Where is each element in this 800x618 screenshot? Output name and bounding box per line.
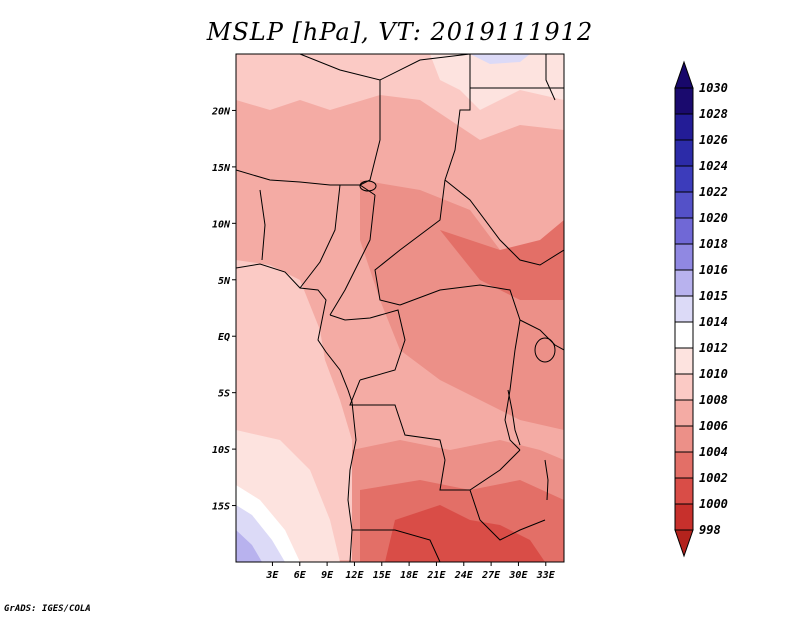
- colorbar-label: 1030: [699, 81, 728, 95]
- colorbar-label: 1004: [699, 445, 728, 459]
- border-zimbabwe: [469, 489, 546, 541]
- colorbar-label: 1016: [699, 263, 728, 277]
- colorbar-segment: [674, 373, 694, 401]
- coastline-west: [236, 263, 357, 562]
- pressure-region-north-high: [430, 54, 564, 110]
- colorbar-segment: [674, 321, 694, 349]
- colorbar-segment: [674, 347, 694, 375]
- lon-tick-label: 6E: [294, 570, 307, 581]
- colorbar-label: 1015: [699, 289, 728, 303]
- border-sahel: [236, 169, 376, 196]
- colorbar-label: 1026: [699, 133, 728, 147]
- colorbar-label: 1008: [699, 393, 728, 407]
- lon-tick-label: 18E: [400, 570, 419, 581]
- lat-tick-label: 10N: [212, 219, 231, 230]
- pressure-region-south-1002: [385, 505, 545, 562]
- country-borders: [236, 54, 564, 562]
- lat-tick-label: 15S: [212, 502, 230, 513]
- border-south-sudan: [444, 179, 564, 266]
- colorbar-label: 1012: [699, 341, 728, 355]
- colorbar-segment: [674, 503, 694, 531]
- border-cameroon: [329, 194, 376, 316]
- colorbar-label: 1014: [699, 315, 728, 329]
- colorbar-segment: [674, 139, 694, 167]
- colorbar-label: 998: [699, 523, 721, 537]
- colorbar-label: 1006: [699, 419, 728, 433]
- lat-tick-label: 15N: [212, 163, 231, 174]
- lon-tick-label: 21E: [426, 570, 446, 581]
- border-drc-north: [399, 284, 521, 351]
- pressure-region-1016: [236, 530, 262, 562]
- lon-tick-label: 24E: [454, 570, 474, 581]
- colorbar-label: 1028: [699, 107, 728, 121]
- lake-victoria: [534, 337, 556, 363]
- border-uganda: [519, 319, 564, 351]
- pressure-region-east-1004: [440, 220, 564, 300]
- colorbar-bottom-arrow: [674, 529, 694, 558]
- colorbar: 1030 1028 1026 1024 1022 1020 1018 1016 1015 1014…: [674, 60, 728, 558]
- lat-tick-label: 5S: [218, 389, 230, 400]
- colorbar-segment: [674, 269, 694, 297]
- lon-tick-label: 30E: [508, 570, 528, 581]
- map-title: MSLP [hPa], VT: 2019111912: [206, 18, 594, 46]
- lat-tick-label: 5N: [218, 276, 231, 287]
- lakes: [359, 180, 556, 501]
- lon-tick-label: 12E: [345, 570, 364, 581]
- colorbar-segment: [674, 217, 694, 245]
- colorbar-segment: [674, 165, 694, 193]
- colorbar-segment: [674, 399, 694, 427]
- border-nigeria-cameroon: [299, 184, 341, 289]
- colorbar-label: 1020: [699, 211, 728, 225]
- colorbar-segment: [674, 191, 694, 219]
- colorbar-segment: [674, 87, 694, 115]
- map-frame: [235, 53, 565, 563]
- border-car: [374, 179, 446, 306]
- lat-tick-label: 20N: [211, 106, 231, 117]
- lat-tick-label: 10S: [212, 445, 230, 456]
- colorbar-label: 1002: [699, 471, 728, 485]
- lake-malawi: [544, 459, 549, 501]
- colorbar-label: 1024: [699, 159, 728, 173]
- border-congo: [329, 309, 406, 381]
- colorbar-label: 1022: [699, 185, 728, 199]
- border-angola-drc: [349, 379, 446, 461]
- lon-tick-label: 15E: [373, 570, 392, 581]
- grads-credit: GrADS: IGES/COLA: [4, 604, 91, 614]
- lon-tick-label: 27E: [481, 570, 501, 581]
- border-west-1: [259, 189, 266, 261]
- lon-tick-label: 33E: [536, 570, 556, 581]
- colorbar-segment: [674, 477, 694, 505]
- colorbar-segment: [674, 295, 694, 323]
- colorbar-label: 1018: [699, 237, 728, 251]
- colorbar-top-arrow: [674, 60, 694, 89]
- colorbar-segment: [674, 425, 694, 453]
- pressure-region-north-1015: [470, 54, 530, 64]
- latitude-axis: 20N 15N 10N 5N EQ 5S 10S 15S: [211, 106, 236, 513]
- border-namibia: [352, 529, 441, 562]
- border-niger-chad: [359, 80, 381, 186]
- lon-tick-label: 9E: [321, 570, 334, 581]
- colorbar-segment: [674, 451, 694, 479]
- coastline-redsea: [545, 54, 556, 101]
- pressure-field: [236, 54, 564, 562]
- longitude-axis: 3E 6E 9E 12E 15E 18E 21E 24E 27E 30E 33E: [265, 562, 556, 581]
- lat-tick-label: EQ: [218, 332, 230, 343]
- colorbar-segment: [674, 113, 694, 141]
- lon-tick-label: 3E: [265, 570, 279, 581]
- colorbar-label: 1000: [699, 497, 728, 511]
- lake-tanganyika: [507, 389, 521, 446]
- border-sudan-chad: [444, 54, 471, 181]
- border-tanzania-west: [504, 349, 521, 451]
- colorbar-label: 1010: [699, 367, 728, 381]
- colorbar-segment: [674, 243, 694, 271]
- lake-chad: [359, 180, 377, 192]
